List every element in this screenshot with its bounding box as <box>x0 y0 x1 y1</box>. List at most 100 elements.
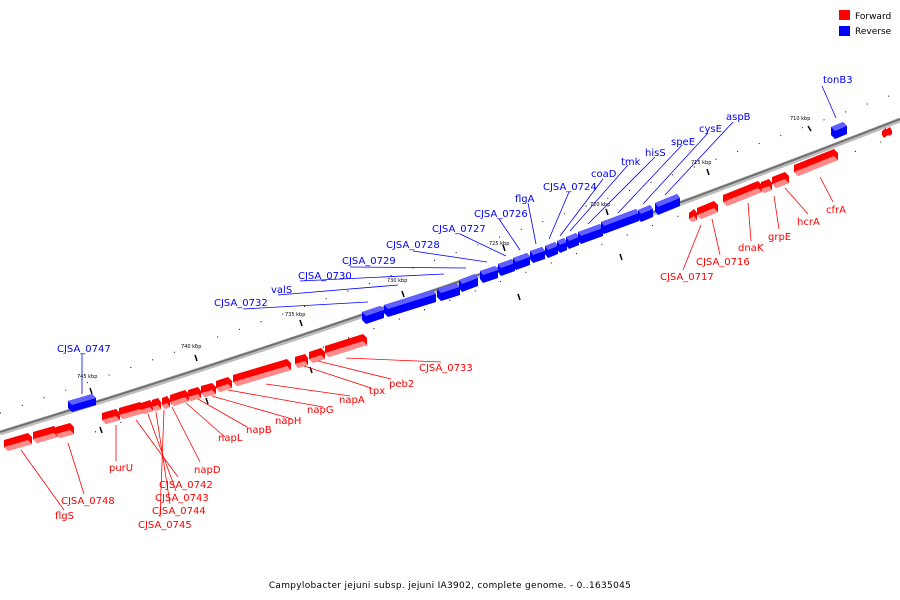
gene-label-cjsa-0728[interactable]: CJSA_0728 <box>386 240 440 251</box>
gene-label-napD[interactable]: napD <box>194 465 221 476</box>
gene-block-tonB3[interactable] <box>831 122 847 139</box>
gene-block-aspB[interactable] <box>655 194 680 215</box>
gene-label-tonB3[interactable]: tonB3 <box>823 75 853 86</box>
gene-label-flgA[interactable]: flgA <box>515 194 535 205</box>
gene-label-hcrA[interactable]: hcrA <box>797 217 820 228</box>
gene-block-hisS[interactable] <box>578 224 603 244</box>
scale-ticks: 710 kbp 715 kbp 720 kbp 725 kbp 730 kbp … <box>77 116 812 434</box>
gene-label-cfrA[interactable]: cfrA <box>826 205 846 216</box>
gene-label-napG[interactable]: napG <box>307 405 334 416</box>
gene-block-cjsa-0727[interactable] <box>498 259 515 276</box>
gene-block-cjsa-0747[interactable] <box>68 394 96 412</box>
gene-block-flgS[interactable] <box>33 426 58 443</box>
gene-label-napA[interactable]: napA <box>339 395 365 406</box>
gene-block-cysE[interactable] <box>638 205 653 222</box>
gene-label-cjsa-0716[interactable]: CJSA_0716 <box>696 257 750 268</box>
gene-label-tmk[interactable]: tmk <box>621 157 641 168</box>
gene-block-cjsa-0724[interactable] <box>545 242 558 258</box>
gene-label-speE[interactable]: speE <box>671 137 695 148</box>
gene-block-cjsa-0730[interactable] <box>437 283 460 301</box>
gene-label-cjsa-0745[interactable]: CJSA_0745 <box>138 520 192 531</box>
gene-label-purU[interactable]: purU <box>109 463 133 474</box>
gene-block-tmk[interactable] <box>566 233 579 249</box>
gene-block-peb2[interactable] <box>309 348 325 363</box>
gene-label-cjsa-0747[interactable]: CJSA_0747 <box>57 344 111 355</box>
gene-block-cjsa-0745[interactable] <box>162 396 170 409</box>
gene-block-napL[interactable] <box>188 387 201 401</box>
gene-label-grpE[interactable]: grpE <box>768 232 791 243</box>
gene-block-napB[interactable] <box>201 383 216 397</box>
gene-label-cjsa-0726[interactable]: CJSA_0726 <box>474 209 528 220</box>
gene-label-aspB[interactable]: aspB <box>726 112 751 123</box>
tick-label-735: 735 kbp <box>285 312 305 318</box>
tick-label-745: 745 kbp <box>77 374 97 380</box>
gene-block-cjsa-0726[interactable] <box>513 253 530 270</box>
gene-block-valS[interactable] <box>384 290 436 317</box>
gene-label-flgS[interactable]: flgS <box>55 511 74 522</box>
gene-label-cjsa-0729[interactable]: CJSA_0729 <box>342 256 396 267</box>
legend-reverse-swatch <box>839 26 850 36</box>
gene-block-coaD[interactable] <box>557 238 567 253</box>
gene-label-cjsa-0724[interactable]: CJSA_0724 <box>543 182 597 193</box>
gene-label-dnaK[interactable]: dnaK <box>738 243 764 254</box>
tick-725 <box>502 244 506 252</box>
gene-label-cjsa-0727[interactable]: CJSA_0727 <box>432 224 486 235</box>
gene-block-purU[interactable] <box>102 409 120 424</box>
minor-tick <box>619 253 623 261</box>
gene-label-napH[interactable]: napH <box>275 416 301 427</box>
gene-block-cfrA[interactable] <box>794 149 838 176</box>
legend-reverse-label: Reverse <box>855 27 892 37</box>
gene-block-cjsa-0748[interactable] <box>4 433 32 451</box>
genome-backbone <box>0 118 900 433</box>
forward-genes <box>4 127 892 451</box>
gene-block-tpx[interactable] <box>295 354 308 368</box>
reverse-genes <box>68 122 847 412</box>
gene-block-hcrA[interactable] <box>772 172 789 188</box>
gene-block-small-1[interactable] <box>56 423 74 438</box>
gene-label-cjsa-0743[interactable]: CJSA_0743 <box>155 493 209 504</box>
gene-block-cjsa-0733[interactable] <box>325 334 367 357</box>
gene-block-grpE[interactable] <box>761 179 772 193</box>
gene-label-cjsa-0717[interactable]: CJSA_0717 <box>660 272 714 283</box>
gene-label-cjsa-0732[interactable]: CJSA_0732 <box>214 298 268 309</box>
gene-label-cjsa-0742[interactable]: CJSA_0742 <box>159 480 213 491</box>
gene-block-cjsa-0744[interactable] <box>152 398 161 411</box>
gene-label-napL[interactable]: napL <box>218 433 243 444</box>
gene-label-cysE[interactable]: cysE <box>699 124 722 135</box>
gene-label-peb2[interactable]: peb2 <box>389 379 414 390</box>
tick-label-740: 740 kbp <box>181 344 201 350</box>
gene-block-napA[interactable] <box>233 359 291 386</box>
gene-label-napB[interactable]: napB <box>246 425 272 436</box>
legend-forward-label: Forward <box>855 12 891 22</box>
gene-block-dnaK[interactable] <box>723 181 762 206</box>
gene-block-cjsa-0716[interactable] <box>697 201 718 219</box>
gene-block-speE[interactable] <box>601 209 639 234</box>
gene-block-napH[interactable] <box>216 377 232 392</box>
gene-label-cjsa-0748[interactable]: CJSA_0748 <box>61 496 115 507</box>
legend: Forward Reverse <box>839 10 892 37</box>
gene-label-valS[interactable]: valS <box>271 285 292 296</box>
tick-label-720: 720 kbp <box>590 202 610 208</box>
minor-tick <box>99 426 103 434</box>
gene-block-cjsa-0729[interactable] <box>459 274 478 292</box>
gene-block-cjsa-0728[interactable] <box>480 266 498 283</box>
gene-block-napD[interactable] <box>170 390 189 406</box>
gene-block-edge[interactable] <box>882 127 892 138</box>
gene-label-tpx[interactable]: tpx <box>369 386 385 397</box>
gene-block-cjsa-0732[interactable] <box>362 306 384 324</box>
gene-label-cjsa-0744[interactable]: CJSA_0744 <box>152 506 206 517</box>
gene-block-cjsa-0742[interactable] <box>119 402 144 419</box>
gene-label-coaD[interactable]: coaD <box>591 169 617 180</box>
gene-label-cjsa-0733[interactable]: CJSA_0733 <box>419 363 473 374</box>
tick-735 <box>299 319 303 327</box>
reverse-gene-labels: tonB3 aspB cysE speE hisS tmk coaD CJSA_… <box>57 75 853 355</box>
tick-730 <box>401 290 405 298</box>
gene-block-cjsa-0743[interactable] <box>141 400 153 414</box>
gene-label-cjsa-0730[interactable]: CJSA_0730 <box>298 271 352 282</box>
gene-label-hisS[interactable]: hisS <box>645 148 666 159</box>
gene-block-cjsa-0717[interactable] <box>689 209 697 222</box>
gene-block-flgA[interactable] <box>530 247 545 263</box>
tick-715 <box>706 168 710 176</box>
